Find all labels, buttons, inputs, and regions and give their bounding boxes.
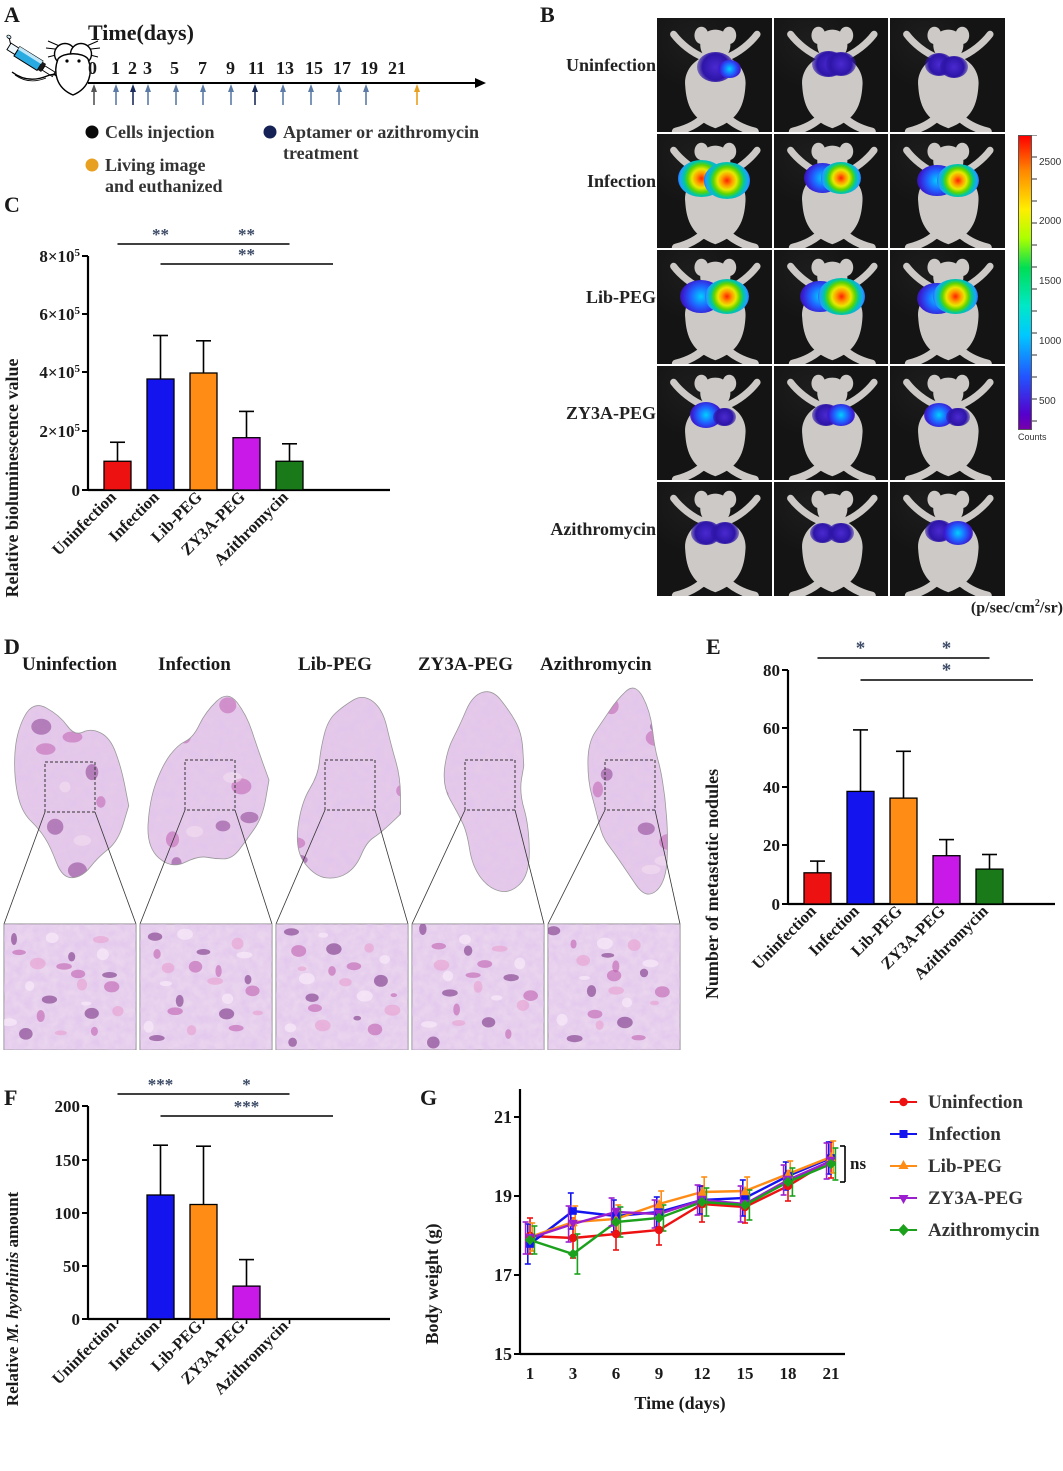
svg-text:9: 9 [226, 58, 235, 78]
svg-text:Cells injection: Cells injection [105, 122, 215, 142]
svg-text:Uninfection: Uninfection [748, 901, 820, 973]
svg-text:17: 17 [494, 1265, 512, 1285]
svg-text:21: 21 [494, 1107, 512, 1127]
svg-text:0: 0 [772, 895, 781, 914]
svg-text:ns: ns [850, 1154, 866, 1173]
svg-text:Uninfection: Uninfection [48, 487, 120, 559]
svg-text:15: 15 [305, 58, 323, 78]
svg-text:Relative M. hyorhinis amount: Relative M. hyorhinis amount [3, 1191, 22, 1406]
svg-text:Body weight (g): Body weight (g) [422, 1223, 443, 1344]
svg-text:19: 19 [360, 58, 378, 78]
svg-text:***: *** [234, 1097, 260, 1116]
svg-text:treatment: treatment [283, 143, 359, 163]
svg-text:**: ** [238, 245, 255, 264]
svg-text:Number of metastatic nodules: Number of metastatic nodules [702, 769, 722, 999]
svg-text:21: 21 [823, 1364, 840, 1383]
svg-text:**: ** [152, 225, 169, 244]
svg-text:***: *** [148, 1075, 174, 1094]
svg-text:4×105: 4×105 [39, 363, 80, 382]
svg-text:0: 0 [88, 58, 97, 78]
svg-text:150: 150 [55, 1151, 81, 1170]
svg-text:and euthanized: and euthanized [105, 176, 223, 196]
svg-text:3: 3 [569, 1364, 578, 1383]
svg-text:Infection: Infection [928, 1124, 1001, 1145]
svg-text:Azithromycin: Azithromycin [540, 654, 652, 675]
svg-text:19: 19 [494, 1186, 512, 1206]
svg-text:13: 13 [276, 58, 294, 78]
svg-text:Time (days): Time (days) [634, 1393, 725, 1414]
svg-text:1: 1 [111, 58, 120, 78]
svg-text:11: 11 [248, 58, 265, 78]
svg-text:0: 0 [72, 481, 81, 500]
svg-text:80: 80 [763, 661, 780, 680]
svg-text:*: * [942, 660, 952, 681]
svg-text:5: 5 [170, 58, 179, 78]
svg-text:Lib-PEG: Lib-PEG [298, 654, 372, 675]
svg-text:Relative bioluminescence value: Relative bioluminescence value [2, 359, 22, 598]
svg-text:6×105: 6×105 [39, 305, 80, 324]
svg-text:Azithromycin: Azithromycin [928, 1220, 1040, 1241]
svg-text:40: 40 [763, 778, 780, 797]
svg-text:1: 1 [526, 1364, 535, 1383]
svg-text:2×105: 2×105 [39, 422, 80, 441]
svg-text:18: 18 [780, 1364, 797, 1383]
svg-text:12: 12 [694, 1364, 711, 1383]
svg-text:20: 20 [763, 836, 780, 855]
svg-text:8×105: 8×105 [39, 247, 80, 266]
svg-text:60: 60 [763, 719, 780, 738]
svg-text:7: 7 [198, 58, 207, 78]
svg-text:Uninfection: Uninfection [22, 654, 117, 675]
svg-text:Uninfection: Uninfection [48, 1316, 120, 1388]
svg-text:100: 100 [55, 1204, 81, 1223]
svg-text:Aptamer or azithromycin: Aptamer or azithromycin [283, 122, 479, 142]
svg-text:Lib-PEG: Lib-PEG [928, 1156, 1002, 1177]
svg-text:2: 2 [128, 58, 137, 78]
svg-text:50: 50 [63, 1257, 80, 1276]
svg-text:21: 21 [388, 58, 406, 78]
svg-text:6: 6 [612, 1364, 621, 1383]
svg-text:ZY3A-PEG: ZY3A-PEG [418, 654, 513, 675]
svg-text:15: 15 [494, 1344, 512, 1364]
svg-text:0: 0 [72, 1310, 81, 1329]
svg-text:*: * [942, 638, 952, 659]
svg-text:*: * [856, 638, 866, 659]
svg-text:17: 17 [333, 58, 351, 78]
svg-text:15: 15 [737, 1364, 754, 1383]
svg-text:200: 200 [55, 1097, 81, 1116]
svg-text:**: ** [238, 225, 255, 244]
svg-text:Living image: Living image [105, 155, 206, 175]
svg-text:9: 9 [655, 1364, 664, 1383]
svg-text:*: * [242, 1075, 251, 1094]
svg-text:Time(days): Time(days) [88, 20, 194, 45]
svg-text:3: 3 [143, 58, 152, 78]
svg-text:Uninfection: Uninfection [928, 1092, 1023, 1113]
svg-text:ZY3A-PEG: ZY3A-PEG [928, 1188, 1023, 1209]
svg-text:Infection: Infection [158, 654, 231, 675]
